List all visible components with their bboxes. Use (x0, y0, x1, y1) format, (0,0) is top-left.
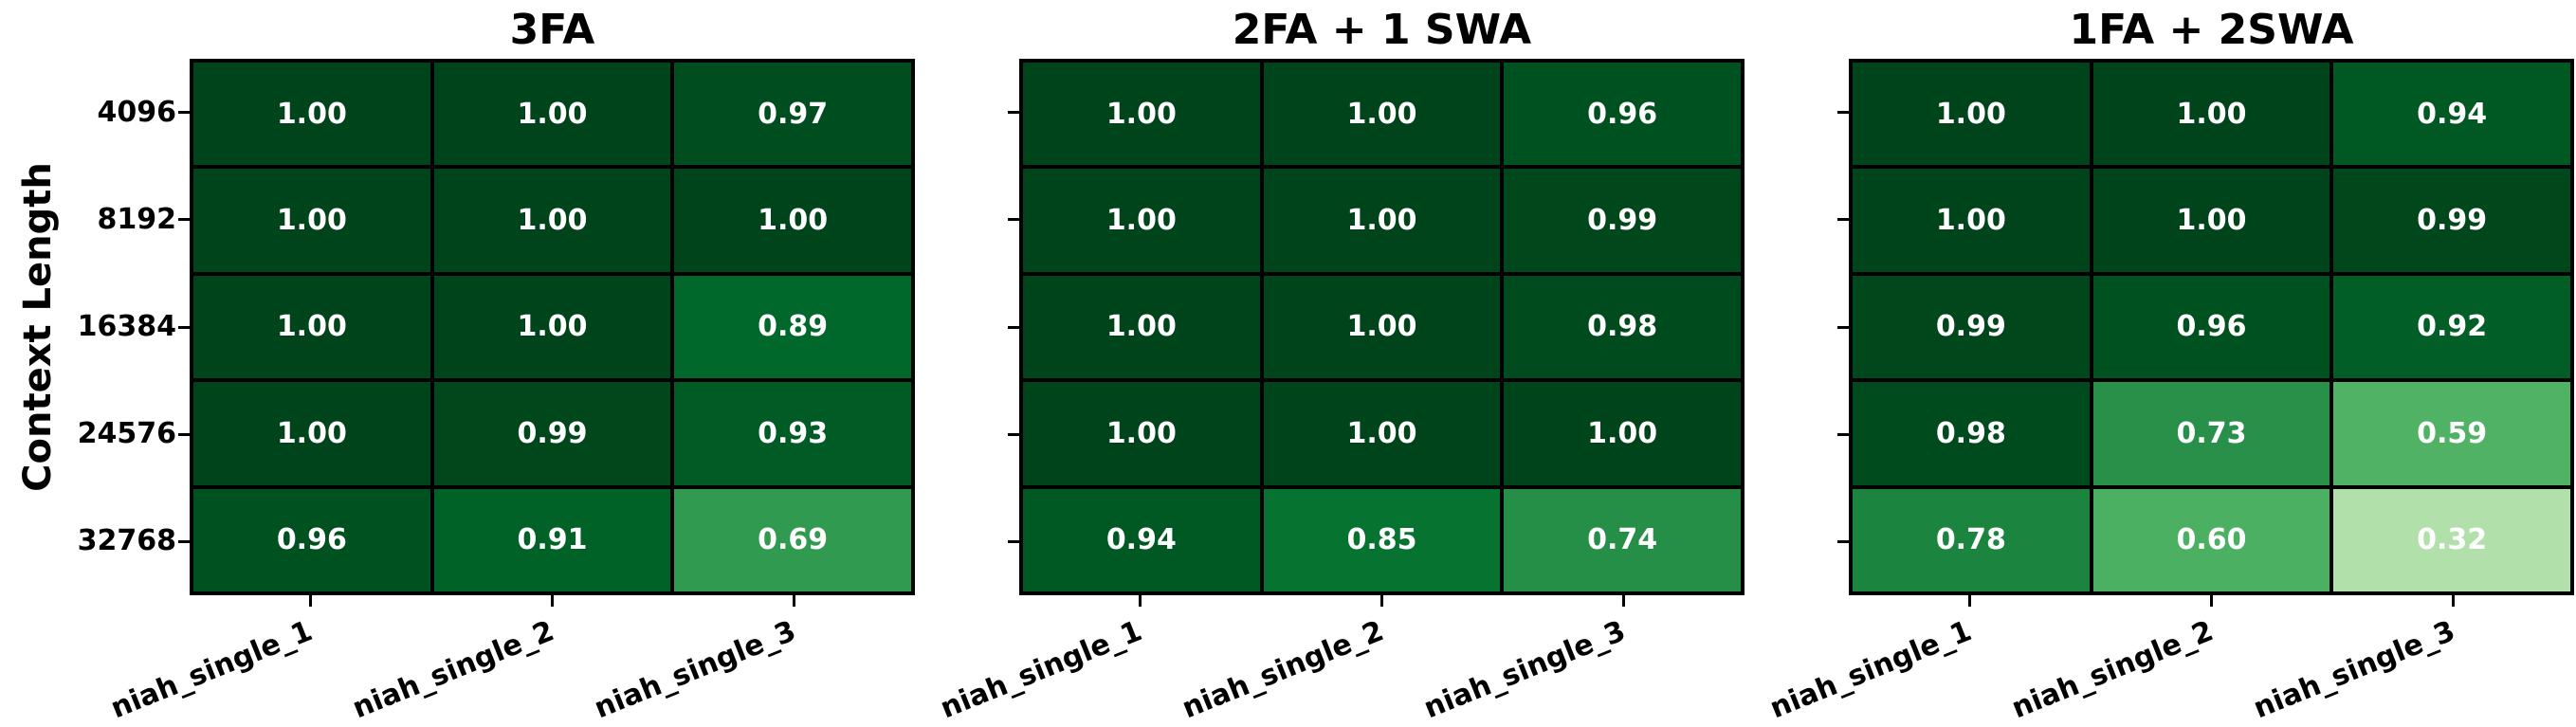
y-tick-label: 8192 (97, 202, 177, 236)
heatmap-title: 1FA + 2SWA (2069, 6, 2354, 54)
heatmap-cell: 0.96 (192, 486, 432, 593)
x-tick-mark (1380, 595, 1383, 607)
heatmap-cell: 0.60 (2091, 486, 2332, 593)
x-tick-mark (1968, 595, 1971, 607)
heatmap-cell: 0.59 (2331, 380, 2572, 487)
heatmap-cell: 1.00 (2091, 167, 2332, 274)
y-tick-label: 4096 (97, 95, 177, 129)
y-tick-mark (178, 539, 190, 543)
heatmap-cell: 1.00 (1502, 380, 1743, 487)
y-tick-mark (1837, 539, 1849, 543)
heatmap-cell: 1.00 (1851, 167, 2092, 274)
heatmap-cell: 0.99 (431, 380, 673, 487)
x-tick-label: niah_single_3 (2248, 614, 2459, 726)
heatmap-cell: 1.00 (192, 61, 432, 168)
y-tick-mark (1008, 539, 1019, 543)
heatmap-cell: 0.92 (2331, 273, 2572, 381)
y-tick-mark (1837, 218, 1849, 222)
heatmap-cell: 0.89 (672, 273, 913, 381)
y-tick-mark (1008, 111, 1019, 115)
x-tick-mark (793, 595, 795, 607)
heatmap-cell: 0.98 (1502, 273, 1743, 381)
heatmap-grid: 1.00 1.00 0.96 1.00 1.00 0.99 1.00 1.00 0.98 1.00… (1019, 59, 1745, 595)
heatmap-title: 2FA + 1 SWA (1232, 6, 1532, 54)
y-tick-mark (1837, 325, 1849, 329)
x-tick-label: niah_single_1 (1764, 614, 1976, 726)
y-tick-mark (178, 218, 190, 222)
panels: 3FA 1.00 1.00 0.97 1.00 1.00 1.00 1.00 1.00 0.89 1… (78, 0, 2574, 727)
heatmap-cell: 1.00 (1261, 273, 1503, 381)
x-tick-label: niah_single_2 (347, 614, 558, 726)
y-tick-label: 24576 (77, 417, 176, 451)
heatmap-cell: 0.96 (1502, 61, 1743, 168)
heatmap-cell: 1.00 (1261, 61, 1503, 168)
heatmap-cell: 0.78 (1851, 486, 2092, 593)
heatmap-cell: 0.69 (672, 486, 913, 593)
heatmap-panel: 1FA + 2SWA 1.00 1.00 0.94 1.00 1.00 0.99 0.99 0.… (1764, 0, 2574, 727)
x-tick-label: niah_single_3 (589, 614, 800, 726)
x-tick-label: niah_single_3 (1418, 614, 1630, 726)
heatmap-cell: 0.97 (672, 61, 913, 168)
heatmap-cell: 0.73 (2091, 380, 2332, 487)
heatmap-cell: 0.91 (431, 486, 673, 593)
heatmap-cell: 0.99 (1851, 273, 2092, 381)
heatmap-cell: 1.00 (1021, 380, 1262, 487)
y-tick-mark (1837, 432, 1849, 436)
y-tick-mark (1008, 218, 1019, 222)
y-tick-label: 32768 (77, 524, 176, 558)
heatmap-cell: 0.74 (1502, 486, 1743, 593)
heatmap-cell: 1.00 (1021, 61, 1262, 168)
heatmap-cell: 0.85 (1261, 486, 1503, 593)
y-tick-mark (1837, 111, 1849, 115)
heatmap-cell: 1.00 (672, 167, 913, 274)
heatmap-cell: 1.00 (1021, 273, 1262, 381)
heatmap-cell: 1.00 (2091, 61, 2332, 168)
heatmap-cell: 0.99 (2331, 167, 2572, 274)
x-tick-label: niah_single_1 (105, 614, 317, 726)
heatmap-cell: 1.00 (1261, 380, 1503, 487)
x-tick-mark (309, 595, 312, 607)
heatmap-cell: 1.00 (1851, 61, 2092, 168)
heatmap-grid: 1.00 1.00 0.94 1.00 1.00 0.99 0.99 0.96 0.92 0.98… (1849, 59, 2574, 595)
heatmap-cell: 1.00 (192, 273, 432, 381)
heatmap-cell: 1.00 (1021, 167, 1262, 274)
heatmap-cell: 1.00 (431, 273, 673, 381)
heatmap-cell: 0.94 (1021, 486, 1262, 593)
x-tick-mark (551, 595, 554, 607)
y-tick-label: 16384 (77, 310, 176, 343)
heatmap-cell: 1.00 (1261, 167, 1503, 274)
heatmap-panel: 3FA 1.00 1.00 0.97 1.00 1.00 1.00 1.00 1.00 0.89 1… (78, 0, 915, 727)
heatmap-panel: 2FA + 1 SWA 1.00 1.00 0.96 1.00 1.00 0.99 1.00 1… (935, 0, 1745, 727)
x-tick-label: niah_single_1 (935, 614, 1146, 726)
x-tick-label: niah_single_2 (1177, 614, 1388, 726)
y-tick-mark (178, 111, 190, 115)
y-tick-mark (178, 325, 190, 329)
heatmap-cell: 1.00 (192, 380, 432, 487)
heatmap-cell: 0.99 (1502, 167, 1743, 274)
x-tick-mark (1622, 595, 1625, 607)
heatmap-cell: 0.96 (2091, 273, 2332, 381)
heatmap-cell: 0.32 (2331, 486, 2572, 593)
heatmap-title: 3FA (509, 6, 595, 54)
y-tick-mark (178, 432, 190, 436)
x-tick-label: niah_single_2 (2006, 614, 2218, 726)
heatmap-cell: 0.98 (1851, 380, 2092, 487)
x-tick-mark (1139, 595, 1142, 607)
heatmap-grid: 1.00 1.00 0.97 1.00 1.00 1.00 1.00 1.00 0.89 1.00… (190, 59, 915, 595)
heatmap-cell: 0.93 (672, 380, 913, 487)
heatmap-cell: 0.94 (2331, 61, 2572, 168)
y-tick-mark (1008, 432, 1019, 436)
y-tick-mark (1008, 325, 1019, 329)
x-tick-mark (2210, 595, 2213, 607)
heatmap-cell: 1.00 (192, 167, 432, 274)
heatmap-cell: 1.00 (431, 167, 673, 274)
heatmap-cell: 1.00 (431, 61, 673, 168)
x-tick-mark (2452, 595, 2455, 607)
